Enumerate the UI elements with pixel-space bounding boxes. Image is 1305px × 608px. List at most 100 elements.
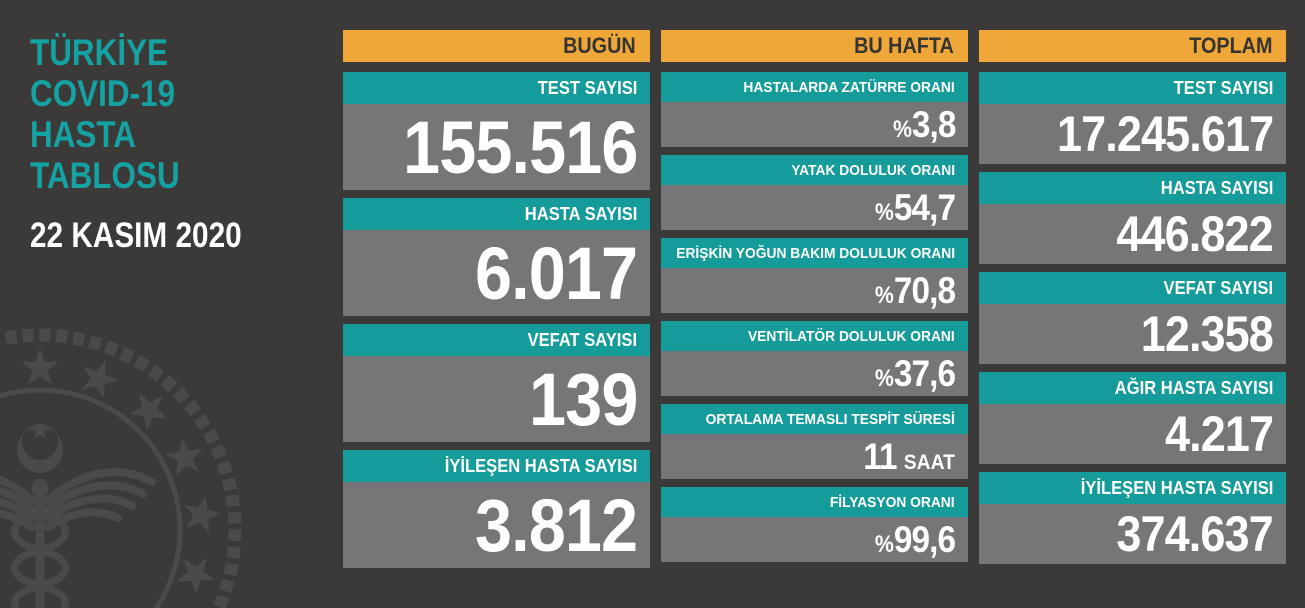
title-line-2: COVID-19	[30, 73, 176, 114]
emblem-star-icon	[165, 438, 203, 476]
stat-value: 4.217	[1164, 405, 1274, 463]
stat-value-number: 11	[863, 435, 897, 477]
percent-sign: %	[892, 116, 912, 143]
stat-label: VEFAT SAYISI	[1163, 277, 1273, 298]
stat-block: YATAK DOLULUK ORANI %54,7	[661, 155, 968, 230]
column-header-bugun: BUGÜN	[343, 30, 650, 62]
snakes-icon	[11, 506, 69, 608]
stat-value-unit: SAAT	[903, 449, 955, 474]
stat-label-bar: HASTALARDA ZATÜRRE ORANI	[661, 72, 968, 102]
stat-block: İYİLEŞEN HASTA SAYISI 3.812	[343, 450, 650, 568]
report-date: 22 KASIM 2020	[30, 216, 242, 255]
stat-value: 446.822	[1116, 205, 1274, 263]
stat-block: İYİLEŞEN HASTA SAYISI 374.637	[979, 472, 1286, 564]
stat-label: ORTALAMA TEMASLI TESPİT SÜRESİ	[705, 410, 955, 428]
stat-value-box: 4.217	[979, 404, 1286, 464]
stat-value-box: 155.516	[343, 104, 650, 190]
column-header-label: TOPLAM	[1188, 33, 1272, 58]
stat-value-number: 3,8	[911, 103, 956, 145]
column-header-toplam: TOPLAM	[979, 30, 1286, 62]
stat-label-bar: VEFAT SAYISI	[979, 272, 1286, 304]
stat-value-number: 54,7	[893, 186, 956, 228]
stat-value: %54,7	[874, 186, 956, 229]
stat-value: 11 SAAT	[863, 436, 955, 478]
stat-value-box: %70,8	[661, 268, 968, 313]
stat-label: VENTİLATÖR DOLULUK ORANI	[748, 327, 955, 345]
title-line-3: HASTA	[30, 114, 136, 155]
percent-sign: %	[874, 199, 894, 226]
stat-value-number: 17.245.617	[1056, 106, 1274, 162]
column-header-bu-hafta: BU HAFTA	[661, 30, 968, 62]
stat-label-bar: AĞIR HASTA SAYISI	[979, 372, 1286, 404]
column-header-label: BU HAFTA	[854, 33, 954, 58]
stat-value-box: 11 SAAT	[661, 434, 968, 479]
stat-value-box: %3,8	[661, 102, 968, 147]
stat-value: 12.358	[1141, 305, 1274, 363]
title-line-1: TÜRKİYE	[30, 32, 169, 73]
emblem-rope-ring-icon	[0, 328, 242, 608]
stat-label: İYİLEŞEN HASTA SAYISI	[1080, 477, 1273, 498]
stat-value-box: 17.245.617	[979, 104, 1286, 164]
small-star-icon	[30, 421, 50, 440]
column-header-label: BUGÜN	[563, 33, 636, 58]
stat-label-bar: TEST SAYISI	[343, 72, 650, 104]
stat-value-box: %37,6	[661, 351, 968, 396]
stat-value-number: 37,6	[893, 352, 956, 394]
stat-block: ERİŞKİN YOĞUN BAKIM DOLULUK ORANI %70,8	[661, 238, 968, 313]
stat-block: VENTİLATÖR DOLULUK ORANI %37,6	[661, 321, 968, 396]
wing-left-icon	[0, 475, 36, 531]
stat-label-bar: HASTA SAYISI	[343, 198, 650, 230]
stat-value: 3.812	[475, 483, 638, 568]
stat-label: YATAK DOLULUK ORANI	[791, 161, 955, 179]
stat-blocks: TEST SAYISI 155.516 HASTA SAYISI 6.017 VEFAT…	[343, 72, 650, 568]
stat-value: 17.245.617	[1056, 105, 1274, 163]
stat-value: 155.516	[402, 105, 638, 190]
stat-value: %3,8	[892, 104, 955, 146]
stat-label: ERİŞKİN YOĞUN BAKIM DOLULUK ORANI	[676, 244, 955, 262]
stat-label: FİLYASYON ORANI	[830, 493, 955, 511]
stat-value-box: 3.812	[343, 482, 650, 568]
stat-label: İYİLEŞEN HASTA SAYISI	[444, 455, 637, 476]
percent-sign: %	[874, 365, 894, 392]
stat-label-bar: İYİLEŞEN HASTA SAYISI	[343, 450, 650, 482]
stat-block: TEST SAYISI 155.516	[343, 72, 650, 190]
stat-value: 139	[528, 357, 638, 442]
stat-value-box: 139	[343, 356, 650, 442]
stat-value-number: 4.217	[1164, 406, 1274, 462]
stat-value: %37,6	[874, 352, 956, 395]
page-title: TÜRKİYE COVID-19 HASTA TABLOSU	[30, 32, 206, 196]
emblem-star-icon	[129, 392, 168, 431]
stat-label: TEST SAYISI	[1173, 77, 1273, 98]
percent-sign: %	[874, 282, 894, 309]
stat-label-bar: HASTA SAYISI	[979, 172, 1286, 204]
stat-value-number: 99,6	[893, 518, 956, 560]
stat-value-box: 12.358	[979, 304, 1286, 364]
column-bu-hafta: BU HAFTA HASTALARDA ZATÜRRE ORANI %3,8 YATA…	[661, 30, 968, 568]
stat-blocks: TEST SAYISI 17.245.617 HASTA SAYISI 446.822…	[979, 72, 1286, 564]
stat-block: ORTALAMA TEMASLI TESPİT SÜRESİ 11 SAAT	[661, 404, 968, 479]
stat-block: HASTALARDA ZATÜRRE ORANI %3,8	[661, 72, 968, 147]
stat-label-bar: İYİLEŞEN HASTA SAYISI	[979, 472, 1286, 504]
emblem-star-icon	[81, 360, 119, 399]
stat-value: %70,8	[874, 269, 956, 312]
stat-label-bar: VENTİLATÖR DOLULUK ORANI	[661, 321, 968, 351]
stat-value-number: 155.516	[402, 105, 638, 189]
emblem-star-icon	[145, 603, 197, 608]
stat-value-number: 446.822	[1116, 206, 1274, 262]
stat-label-bar: VEFAT SAYISI	[343, 324, 650, 356]
emblem-stars	[21, 348, 222, 608]
stat-label: HASTALARDA ZATÜRRE ORANI	[743, 78, 955, 96]
stat-value-number: 70,8	[893, 269, 956, 311]
crescent-icon	[17, 424, 63, 473]
stat-value-box: 446.822	[979, 204, 1286, 264]
stat-block: HASTA SAYISI 6.017	[343, 198, 650, 316]
stat-value-number: 139	[528, 357, 638, 441]
stat-value: %99,6	[875, 518, 956, 561]
stat-label-bar: TEST SAYISI	[979, 72, 1286, 104]
stat-value: 374.637	[1116, 505, 1274, 563]
stat-value-number: 374.637	[1116, 506, 1274, 562]
stat-block: AĞIR HASTA SAYISI 4.217	[979, 372, 1286, 464]
stat-label: AĞIR HASTA SAYISI	[1114, 377, 1273, 398]
stat-block: VEFAT SAYISI 139	[343, 324, 650, 442]
